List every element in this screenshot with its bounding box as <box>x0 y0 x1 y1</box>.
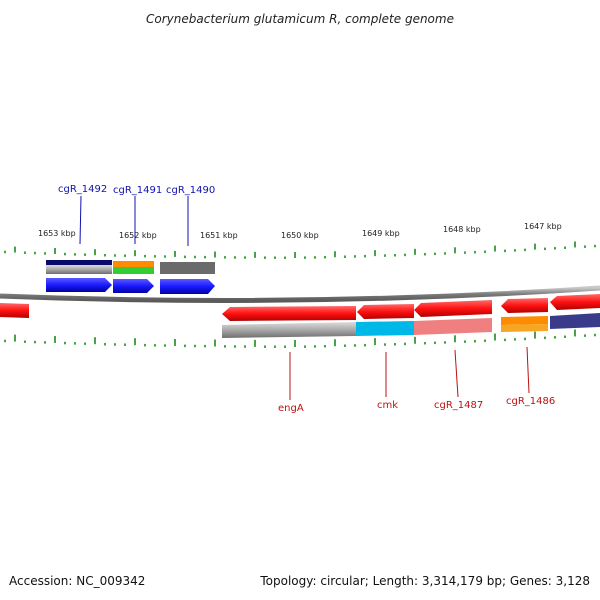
tick-label: 1647 kbp <box>524 222 562 231</box>
label-leader <box>526 346 530 394</box>
tick-row-lower <box>4 329 596 348</box>
gene-arrow-cmk[interactable] <box>357 304 414 319</box>
gene-label-cgR_1492[interactable]: cgR_1492 <box>58 184 107 195</box>
annotation-bar <box>46 265 112 274</box>
gene-arrow-cgR_1492[interactable] <box>46 278 112 292</box>
annotation-bar <box>113 261 154 267</box>
annotation-bar <box>160 262 215 274</box>
annotation-bar <box>550 313 600 329</box>
annotation-bar <box>356 321 414 336</box>
gene-arrow-engA[interactable] <box>222 306 356 321</box>
tick-label: 1649 kbp <box>362 229 400 238</box>
gene-label-engA[interactable]: engA <box>278 403 304 414</box>
annotation-bar <box>414 318 492 335</box>
tick-label: 1648 kbp <box>443 225 481 234</box>
gene-label-cgR_1491[interactable]: cgR_1491 <box>113 185 162 196</box>
gene-label-cgR_1487[interactable]: cgR_1487 <box>434 400 483 411</box>
tick-label: 1650 kbp <box>281 231 319 240</box>
tick-label: 1651 kbp <box>200 231 238 240</box>
forward-annotation-bars <box>46 260 215 274</box>
tick-label: 1652 kbp <box>119 231 157 240</box>
reverse-genes <box>0 294 600 321</box>
annotation-bar <box>113 267 154 274</box>
reverse-gene-labels: engA cmk cgR_1487 cgR_1486 <box>278 346 555 414</box>
forward-genes <box>46 278 215 294</box>
gene-label-cgR_1486[interactable]: cgR_1486 <box>506 396 555 407</box>
map-title: Corynebacterium glutamicum R, complete g… <box>146 12 454 26</box>
gene-arrow-right-edge[interactable] <box>550 294 600 310</box>
gene-arrow-left-edge[interactable] <box>0 303 29 318</box>
gene-arrow-cgR_1491[interactable] <box>113 279 154 293</box>
gene-label-cgR_1490[interactable]: cgR_1490 <box>166 185 215 196</box>
annotation-bar <box>46 260 112 265</box>
annotation-bar <box>501 316 548 325</box>
gene-arrow-cgR_1490[interactable] <box>160 279 215 294</box>
reverse-annotation-bars <box>222 313 600 338</box>
forward-gene-labels: cgR_1492 cgR_1491 cgR_1490 <box>58 184 215 246</box>
gene-arrow-cgR_1486[interactable] <box>501 298 548 313</box>
tick-label: 1653 kbp <box>38 229 76 238</box>
accession-info: Accession: NC_009342 <box>9 574 146 588</box>
gene-arrow-cgR_1487[interactable] <box>414 300 492 317</box>
genome-summary: Topology: circular; Length: 3,314,179 bp… <box>260 574 590 588</box>
label-leader <box>454 349 459 398</box>
annotation-bar <box>501 324 548 332</box>
gene-label-cmk[interactable]: cmk <box>377 400 398 411</box>
tick-row-upper <box>4 241 596 259</box>
genome-backbone <box>0 285 600 303</box>
annotation-bar <box>222 322 356 338</box>
label-leader <box>79 195 82 245</box>
tick-labels: 1653 kbp 1652 kbp 1651 kbp 1650 kbp 1649… <box>38 222 562 240</box>
